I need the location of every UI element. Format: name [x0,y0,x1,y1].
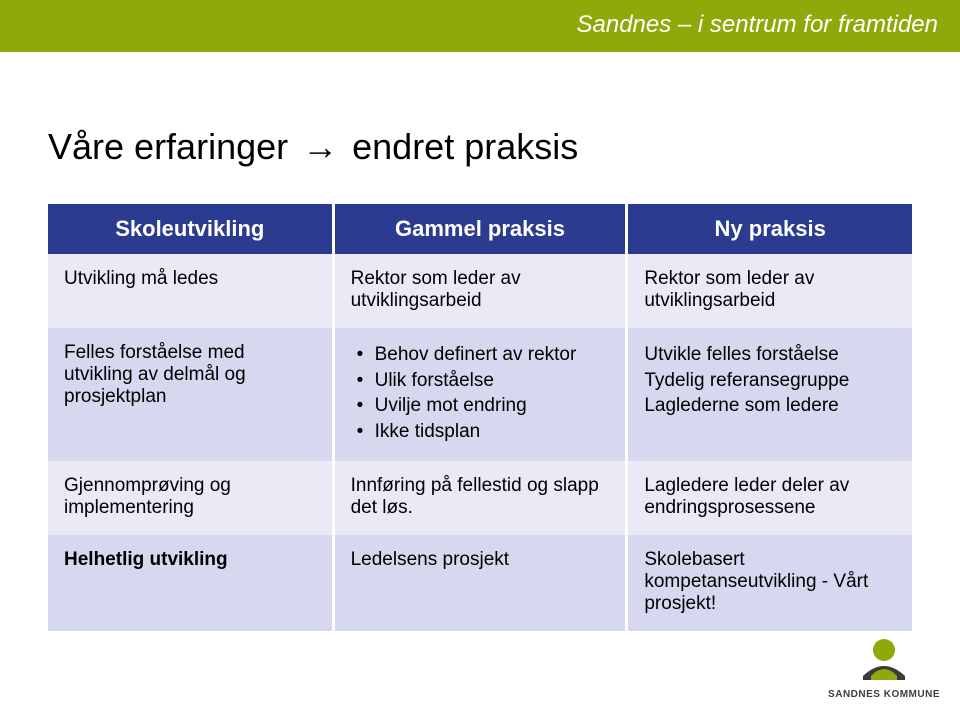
list-item: Ikke tidsplan [351,419,612,445]
footer: SANDNES KOMMUNE [828,636,940,700]
th-skoleutvikling: Skoleutvikling [48,204,333,254]
banner-slogan: Sandnes – i sentrum for framtiden [576,11,938,39]
sandnes-logo-icon [857,636,911,680]
table-cell: Skolebasert kompetanseutvikling - Vårt p… [627,535,912,631]
title-left: Våre erfaringer [48,126,288,168]
list-item: Tydelig referansegruppe [644,368,898,394]
table-row: Utvikling må ledesRektor som leder av ut… [48,254,912,328]
table-head-row: Skoleutvikling Gammel praksis Ny praksis [48,204,912,254]
bullet-list: Behov definert av rektorUlik forståelseU… [351,342,612,445]
top-banner: Sandnes – i sentrum for framtiden [0,0,960,52]
comparison-table: Skoleutvikling Gammel praksis Ny praksis… [48,204,912,631]
table-cell: Rektor som leder av utviklingsarbeid [627,254,912,328]
list-item: Laglederne som ledere [644,393,898,419]
table-row: Gjennomprøving og implementeringInnførin… [48,461,912,535]
list-item: Behov definert av rektor [351,342,612,368]
arrow-icon: → [302,129,338,165]
table-cell: Utvikle felles forståelseTydelig referan… [627,328,912,461]
th-ny-praksis: Ny praksis [627,204,912,254]
th-gammel-praksis: Gammel praksis [333,204,627,254]
table-row: Helhetlig utviklingLedelsens prosjektSko… [48,535,912,631]
table-cell: Ledelsens prosjekt [333,535,627,631]
slide-content: Våre erfaringer → endret praksis Skoleut… [0,52,960,631]
list-item: Uvilje mot endring [351,393,612,419]
table-cell: Behov definert av rektorUlik forståelseU… [333,328,627,461]
table-cell: Innføring på fellestid og slapp det løs. [333,461,627,535]
table-cell: Rektor som leder av utviklingsarbeid [333,254,627,328]
table-cell: Gjennomprøving og implementering [48,461,333,535]
title-right: endret praksis [352,126,578,168]
footer-logo-text: SANDNES KOMMUNE [828,689,940,700]
list-item: Ulik forståelse [351,368,612,394]
list-item: Utvikle felles forståelse [644,342,898,368]
table-cell: Utvikling må ledes [48,254,333,328]
page-title: Våre erfaringer → endret praksis [48,126,912,168]
table-cell: Lagledere leder deler av endringsprosess… [627,461,912,535]
table-row: Felles forståelse med utvikling av delmå… [48,328,912,461]
table-cell: Felles forståelse med utvikling av delmå… [48,328,333,461]
line-group: Utvikle felles forståelseTydelig referan… [644,342,898,419]
table-cell: Helhetlig utvikling [48,535,333,631]
